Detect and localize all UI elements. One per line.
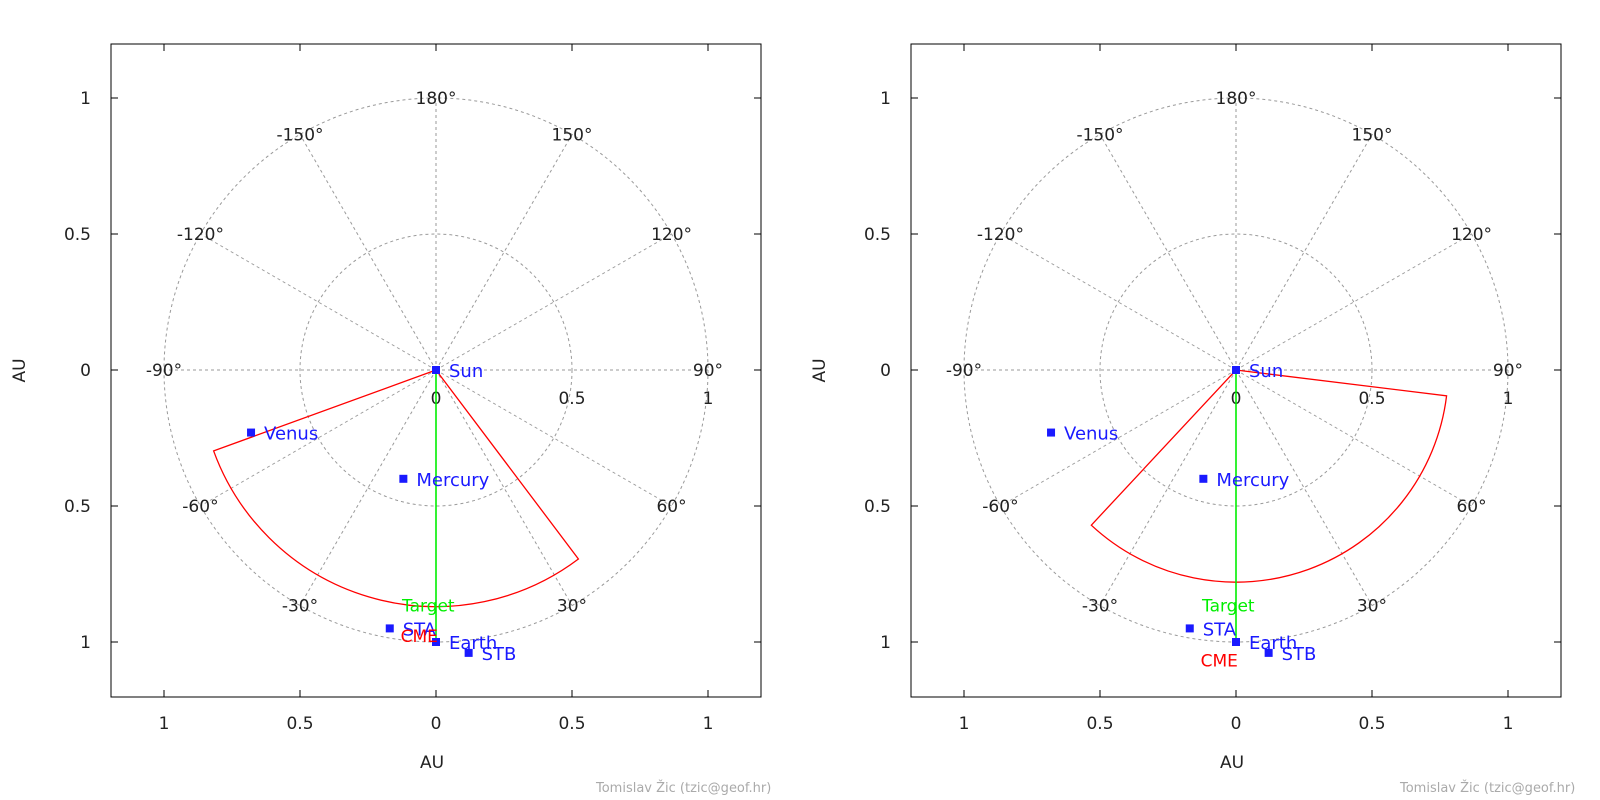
y-tick-label: 0.5 [864,225,891,245]
body-marker-earth [432,638,440,646]
x-tick-label: 1 [959,714,970,734]
angle-label: -30° [282,597,318,617]
angle-label: 30° [557,597,587,617]
x-axis-label: AU [1220,753,1244,773]
body-label-sun: Sun [449,361,483,382]
x-tick-label: 1 [159,714,170,734]
angle-label: 180° [416,89,457,109]
y-axis-label: AU [10,358,30,382]
body-label-mercury: Mercury [1216,470,1289,491]
body-label-stb: STB [482,644,517,665]
x-tick-label: 0.5 [558,714,585,734]
radial-label: 1 [703,389,714,409]
angle-label: -120° [177,225,224,245]
angle-label: -30° [1082,597,1118,617]
body-marker-stb [1264,648,1273,657]
radial-label: 0.5 [1358,389,1385,409]
body-label-venus: Venus [264,424,318,445]
y-axis-label: AU [810,358,830,382]
angle-label: 60° [1456,497,1486,517]
angle-label: -60° [182,497,218,517]
x-tick-label: 0 [1231,714,1242,734]
y-tick-label: 0.5 [64,497,91,517]
angle-label: 60° [656,497,686,517]
angle-label: -90° [946,361,982,381]
body-label-sun: Sun [1249,361,1283,382]
grid-circle [299,233,573,507]
body-marker-venus [247,428,256,437]
angle-label: -60° [982,497,1018,517]
cme-sector [1090,369,1448,583]
angle-label: -90° [146,361,182,381]
angle-label: -120° [977,225,1024,245]
body-marker-venus [1047,428,1056,437]
body-marker-sun [1232,366,1240,374]
body-marker-sta [385,624,394,633]
angle-label: 120° [1451,225,1492,245]
y-tick-label: 0.5 [64,225,91,245]
target-label: Target [1201,596,1255,616]
body-marker-mercury [399,474,408,483]
body-marker-sun [432,366,440,374]
angle-label: 180° [1216,89,1257,109]
body-label-earth: Earth [1249,633,1297,654]
y-tick-label: 0 [80,361,91,381]
grid-spoke [299,134,437,371]
body-label-sta: STA [403,619,437,640]
x-tick-label: 0.5 [1358,714,1385,734]
radial-label: 1 [1503,389,1514,409]
body-marker-mercury [1199,474,1208,483]
angle-label: 150° [1352,125,1393,145]
right-panel: 1 0.5 0 0.5 1 1 0.5 0 0.5 1 AU AU 180° 150° 120° 90° 60°… [810,43,1562,773]
body-label-sta: STA [1203,619,1237,640]
angle-label: 120° [651,225,692,245]
grid-circle [1099,233,1373,507]
body-label-stb: STB [1282,644,1317,665]
credit-left: Tomislav Žic (tzic@geof.hr) [596,781,772,796]
angle-label: 90° [1493,361,1523,381]
x-axis-label: AU [420,753,444,773]
grid-spoke [1235,134,1373,371]
grid-spoke [435,134,573,371]
body-marker-sta [1185,624,1194,633]
credit-right: Tomislav Žic (tzic@geof.hr) [1400,781,1576,796]
cme-label: CME [401,627,438,647]
x-tick-label: 0 [431,714,442,734]
angle-label: 150° [552,125,593,145]
x-tick-label: 1 [703,714,714,734]
body-label-venus: Venus [1064,424,1118,445]
angle-label: -150° [276,125,323,145]
y-tick-label: 1 [880,633,891,653]
body-marker-earth [1232,638,1240,646]
cme-sector [212,369,580,608]
body-marker-stb [464,648,473,657]
x-tick-label: 0.5 [1086,714,1113,734]
left-panel: 1 0.5 0 0.5 1 1 0.5 0 0.5 1 AU AU 180° 150° 120° 90° 60°… [10,43,762,773]
target-label: Target [401,596,455,616]
radial-label: 0.5 [558,389,585,409]
cme-label: CME [1201,651,1238,671]
body-label-mercury: Mercury [416,470,489,491]
x-tick-label: 0.5 [286,714,313,734]
angle-label: 30° [1357,597,1387,617]
x-tick-label: 1 [1503,714,1514,734]
y-tick-label: 0.5 [864,497,891,517]
y-tick-label: 1 [880,89,891,109]
angle-label: 90° [693,361,723,381]
y-tick-label: 1 [80,633,91,653]
y-tick-label: 1 [80,89,91,109]
angle-label: -150° [1076,125,1123,145]
y-tick-label: 0 [880,361,891,381]
grid-spoke [1099,134,1237,371]
body-label-earth: Earth [449,633,497,654]
